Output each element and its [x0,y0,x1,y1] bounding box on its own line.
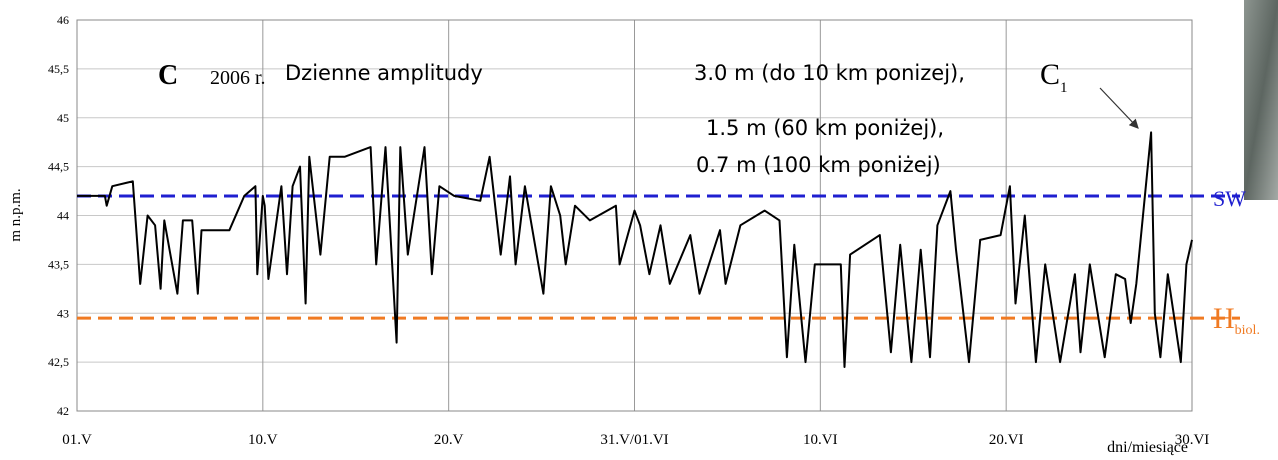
panel-label: C [158,60,178,91]
marker-arrow [1099,87,1139,129]
y-tick-label: 45 [57,111,69,125]
y-tick-label: 44 [57,209,69,223]
x-tick-label: 10.V [248,432,278,448]
annotation-line: 3.0 m (do 10 km ponizej), [694,61,965,85]
plot-frame [76,19,1193,412]
x-tick-label: 01.V [62,432,92,448]
reference-label-main: H [1213,302,1235,335]
y-tick-label: 44,5 [48,160,69,174]
reference-label-main: SW [1213,186,1246,211]
reference-label: Hbiol. [1213,302,1260,338]
y-tick-label: 43,5 [48,257,69,271]
year-label: 2006 r. [210,67,266,89]
y-tick-label: 43 [57,306,69,320]
data-line [77,131,1193,368]
y-axis-label: m n.p.m. [8,188,24,241]
x-tick-label: 10.VI [803,432,838,448]
reference-label-sub: biol. [1235,323,1260,338]
x-tick-label: 31.V/01.VI [600,432,668,448]
x-tick-label: 20.VI [989,432,1024,448]
x-axis-label: dni/miesiące [1107,439,1188,456]
annotation-line: 1.5 m (60 km poniżej), [706,116,944,140]
x-tick-label: 20.V [434,432,464,448]
y-tick-label: 45,5 [48,62,69,76]
marker-sub: 1 [1060,80,1068,96]
y-tick-label: 42 [57,404,69,418]
photo [1244,0,1278,200]
reference-label: SW [1213,186,1246,211]
annotation-heading: Dzienne amplitudy [285,61,483,85]
y-tick-label: 46 [57,13,69,27]
annotation-line: 0.7 m (100 km poniżej) [696,153,941,177]
x-tick-label: 30.VI [1175,432,1210,448]
marker-main: C [1040,58,1060,91]
marker-label: C1 [1040,58,1068,96]
y-tick-label: 42,5 [48,355,69,369]
